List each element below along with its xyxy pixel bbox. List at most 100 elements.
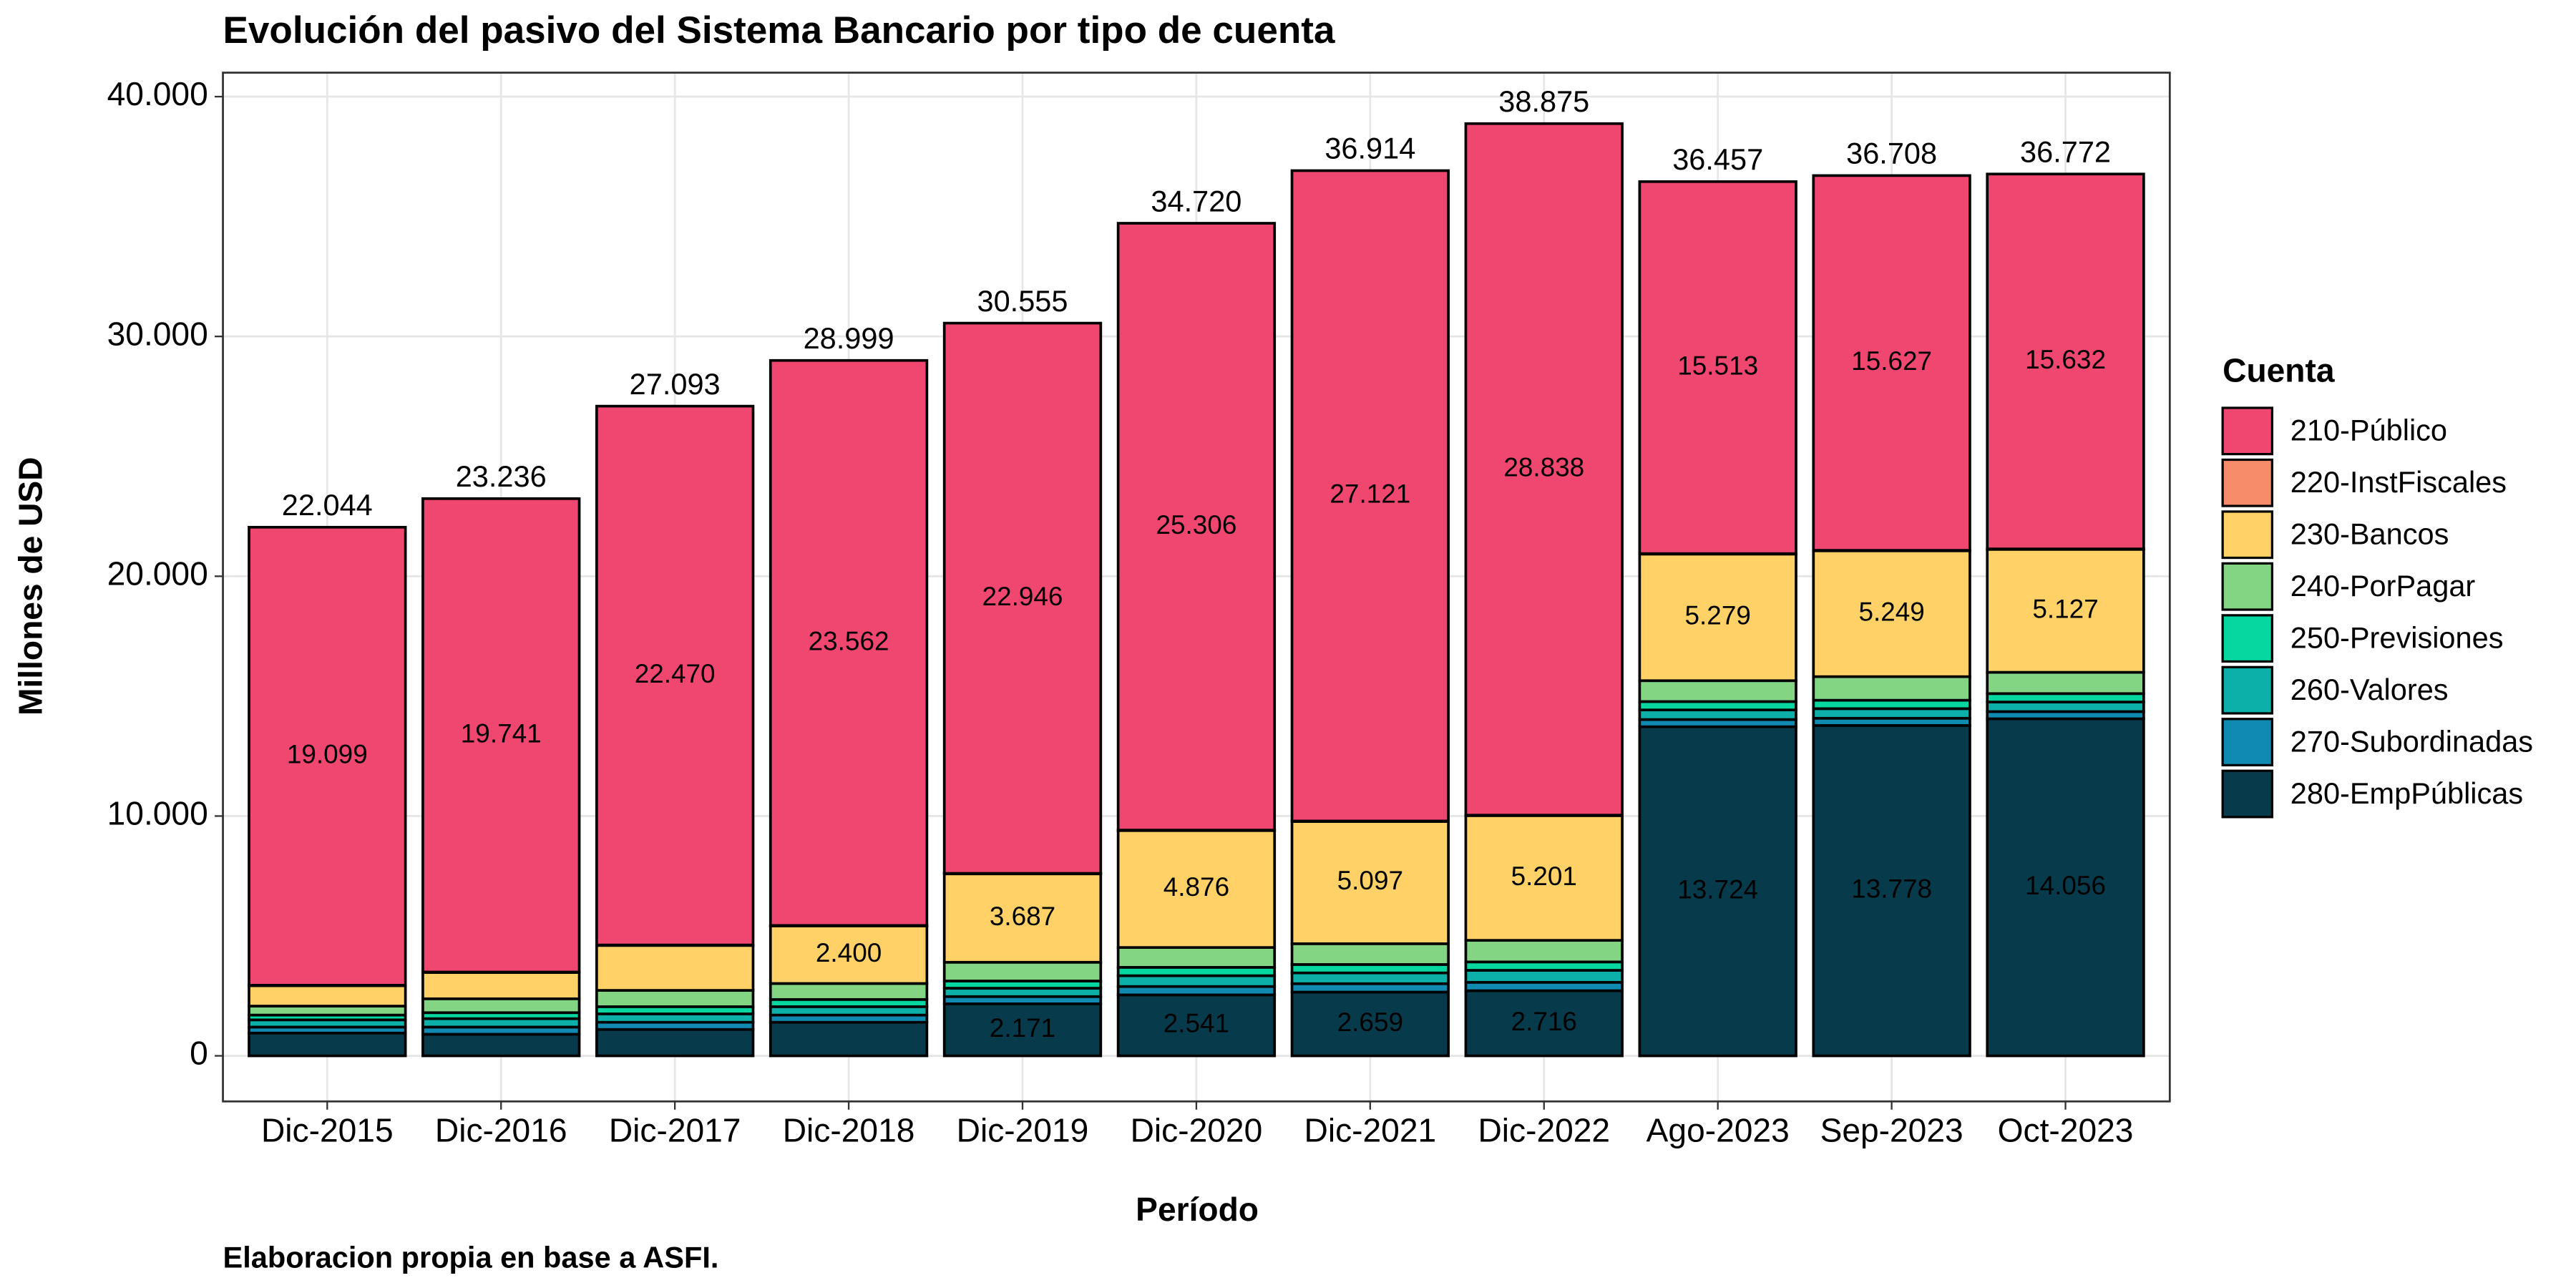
data-label: 5.127 bbox=[2032, 594, 2098, 623]
bar-segment bbox=[1464, 939, 1624, 964]
data-label: 15.632 bbox=[2025, 345, 2106, 374]
y-tick-label: 40.000 bbox=[107, 75, 208, 112]
chart-title: Evolución del pasivo del Sistema Bancari… bbox=[223, 9, 1335, 52]
legend-label: 220-InstFiscales bbox=[2290, 465, 2507, 499]
bar-segment bbox=[1464, 122, 1624, 817]
bar-segment bbox=[1116, 974, 1277, 988]
bar-segment bbox=[1986, 670, 2145, 696]
bar-segment bbox=[595, 944, 755, 992]
total-label: 36.914 bbox=[1324, 132, 1415, 165]
total-label: 27.093 bbox=[630, 367, 721, 401]
bar-segment bbox=[595, 989, 755, 1008]
bar-segment bbox=[248, 525, 407, 987]
bar-segment bbox=[1638, 679, 1797, 703]
bar-segment bbox=[421, 497, 581, 974]
bar-segment bbox=[1116, 829, 1277, 949]
bar-segment bbox=[769, 358, 929, 927]
legend-key bbox=[2221, 665, 2273, 715]
bar-segment bbox=[595, 1028, 755, 1058]
bar-segment bbox=[248, 1005, 407, 1017]
x-tick-label: Dic-2016 bbox=[435, 1111, 567, 1148]
bar-segment bbox=[1986, 172, 2145, 550]
legend-key bbox=[2221, 718, 2273, 766]
total-label: 38.875 bbox=[1498, 84, 1589, 118]
x-tick-label: Dic-2015 bbox=[261, 1111, 394, 1148]
bar-segment bbox=[421, 971, 581, 1000]
bar-segment bbox=[595, 404, 755, 947]
bar-segment bbox=[1812, 723, 1971, 1058]
bar-segment bbox=[1986, 547, 2145, 674]
legend-key bbox=[2221, 769, 2273, 819]
total-label: 36.457 bbox=[1672, 142, 1763, 176]
bar-segment bbox=[942, 872, 1103, 964]
data-label: 19.741 bbox=[461, 718, 542, 748]
x-tick-label: Dic-2020 bbox=[1131, 1111, 1263, 1148]
bar-segment bbox=[1812, 675, 1971, 702]
legend-title: Cuenta bbox=[2223, 352, 2335, 389]
bar-segment bbox=[1290, 169, 1450, 823]
data-label: 15.627 bbox=[1851, 346, 1932, 376]
data-label: 14.056 bbox=[2025, 871, 2106, 900]
data-label: 23.562 bbox=[809, 626, 889, 655]
y-tick-label: 0 bbox=[190, 1035, 208, 1072]
bar-segment bbox=[1116, 946, 1277, 969]
bar-segment bbox=[1116, 993, 1277, 1058]
x-tick-label: Oct-2023 bbox=[1998, 1111, 2134, 1148]
data-label: 19.099 bbox=[287, 740, 368, 769]
data-label: 28.838 bbox=[1503, 453, 1584, 482]
y-tick-label: 30.000 bbox=[107, 315, 208, 352]
legend-label: 210-Público bbox=[2290, 414, 2447, 447]
legend-key bbox=[2221, 614, 2273, 663]
bar-segment bbox=[942, 1002, 1103, 1058]
bar-segment bbox=[1812, 707, 1971, 720]
bar-segment bbox=[1986, 717, 2145, 1058]
bar-segment bbox=[421, 997, 581, 1015]
legend-key bbox=[2221, 562, 2273, 611]
bar-segment bbox=[769, 982, 929, 1001]
legend-label: 280-EmpPúblicas bbox=[2290, 776, 2523, 810]
bar-segment bbox=[1116, 222, 1277, 831]
data-label: 5.279 bbox=[1685, 601, 1751, 630]
legend-label: 240-PorPagar bbox=[2290, 569, 2476, 602]
data-label: 3.687 bbox=[990, 902, 1055, 931]
bar-segment bbox=[1290, 971, 1450, 985]
data-label: 13.778 bbox=[1851, 874, 1932, 903]
bar-segment bbox=[942, 321, 1103, 875]
legend-key bbox=[2221, 510, 2273, 560]
bar-segment bbox=[769, 924, 929, 985]
x-tick-label: Dic-2022 bbox=[1478, 1111, 1610, 1148]
total-label: 34.720 bbox=[1151, 184, 1241, 218]
data-label: 4.876 bbox=[1163, 872, 1229, 902]
x-tick-label: Dic-2017 bbox=[609, 1111, 741, 1148]
data-label: 2.171 bbox=[990, 1013, 1055, 1043]
legend-key bbox=[2221, 458, 2273, 507]
total-label: 23.236 bbox=[456, 459, 547, 493]
data-label: 2.541 bbox=[1163, 1009, 1229, 1038]
data-label: 25.306 bbox=[1156, 510, 1236, 540]
x-tick-label: Sep-2023 bbox=[1820, 1111, 1963, 1148]
x-tick-label: Dic-2021 bbox=[1304, 1111, 1437, 1148]
data-label: 22.946 bbox=[982, 582, 1063, 611]
plot-border bbox=[222, 72, 2171, 1103]
total-label: 36.708 bbox=[1846, 137, 1937, 170]
y-tick-label: 10.000 bbox=[107, 795, 208, 832]
legend-label: 270-Subordinadas bbox=[2290, 724, 2533, 758]
legend-key bbox=[2221, 406, 2273, 456]
total-label: 28.999 bbox=[804, 321, 894, 355]
data-label: 13.724 bbox=[1677, 874, 1758, 904]
legend-label: 260-Valores bbox=[2290, 673, 2449, 706]
data-label: 2.716 bbox=[1511, 1007, 1577, 1036]
bar-segment bbox=[1986, 701, 2145, 713]
bar-segment bbox=[1464, 969, 1624, 984]
total-label: 22.044 bbox=[282, 488, 373, 522]
bar-segment bbox=[1290, 820, 1450, 945]
x-axis-title: Período bbox=[1136, 1191, 1259, 1228]
data-label: 2.400 bbox=[816, 938, 882, 967]
y-tick-label: 20.000 bbox=[107, 555, 208, 592]
legend-label: 230-Bancos bbox=[2290, 517, 2449, 551]
x-tick-label: Ago-2023 bbox=[1646, 1111, 1790, 1148]
bar-segment bbox=[1290, 990, 1450, 1058]
caption: Elaboracion propia en base a ASFI. bbox=[223, 1241, 719, 1274]
bar-segment bbox=[1638, 708, 1797, 721]
